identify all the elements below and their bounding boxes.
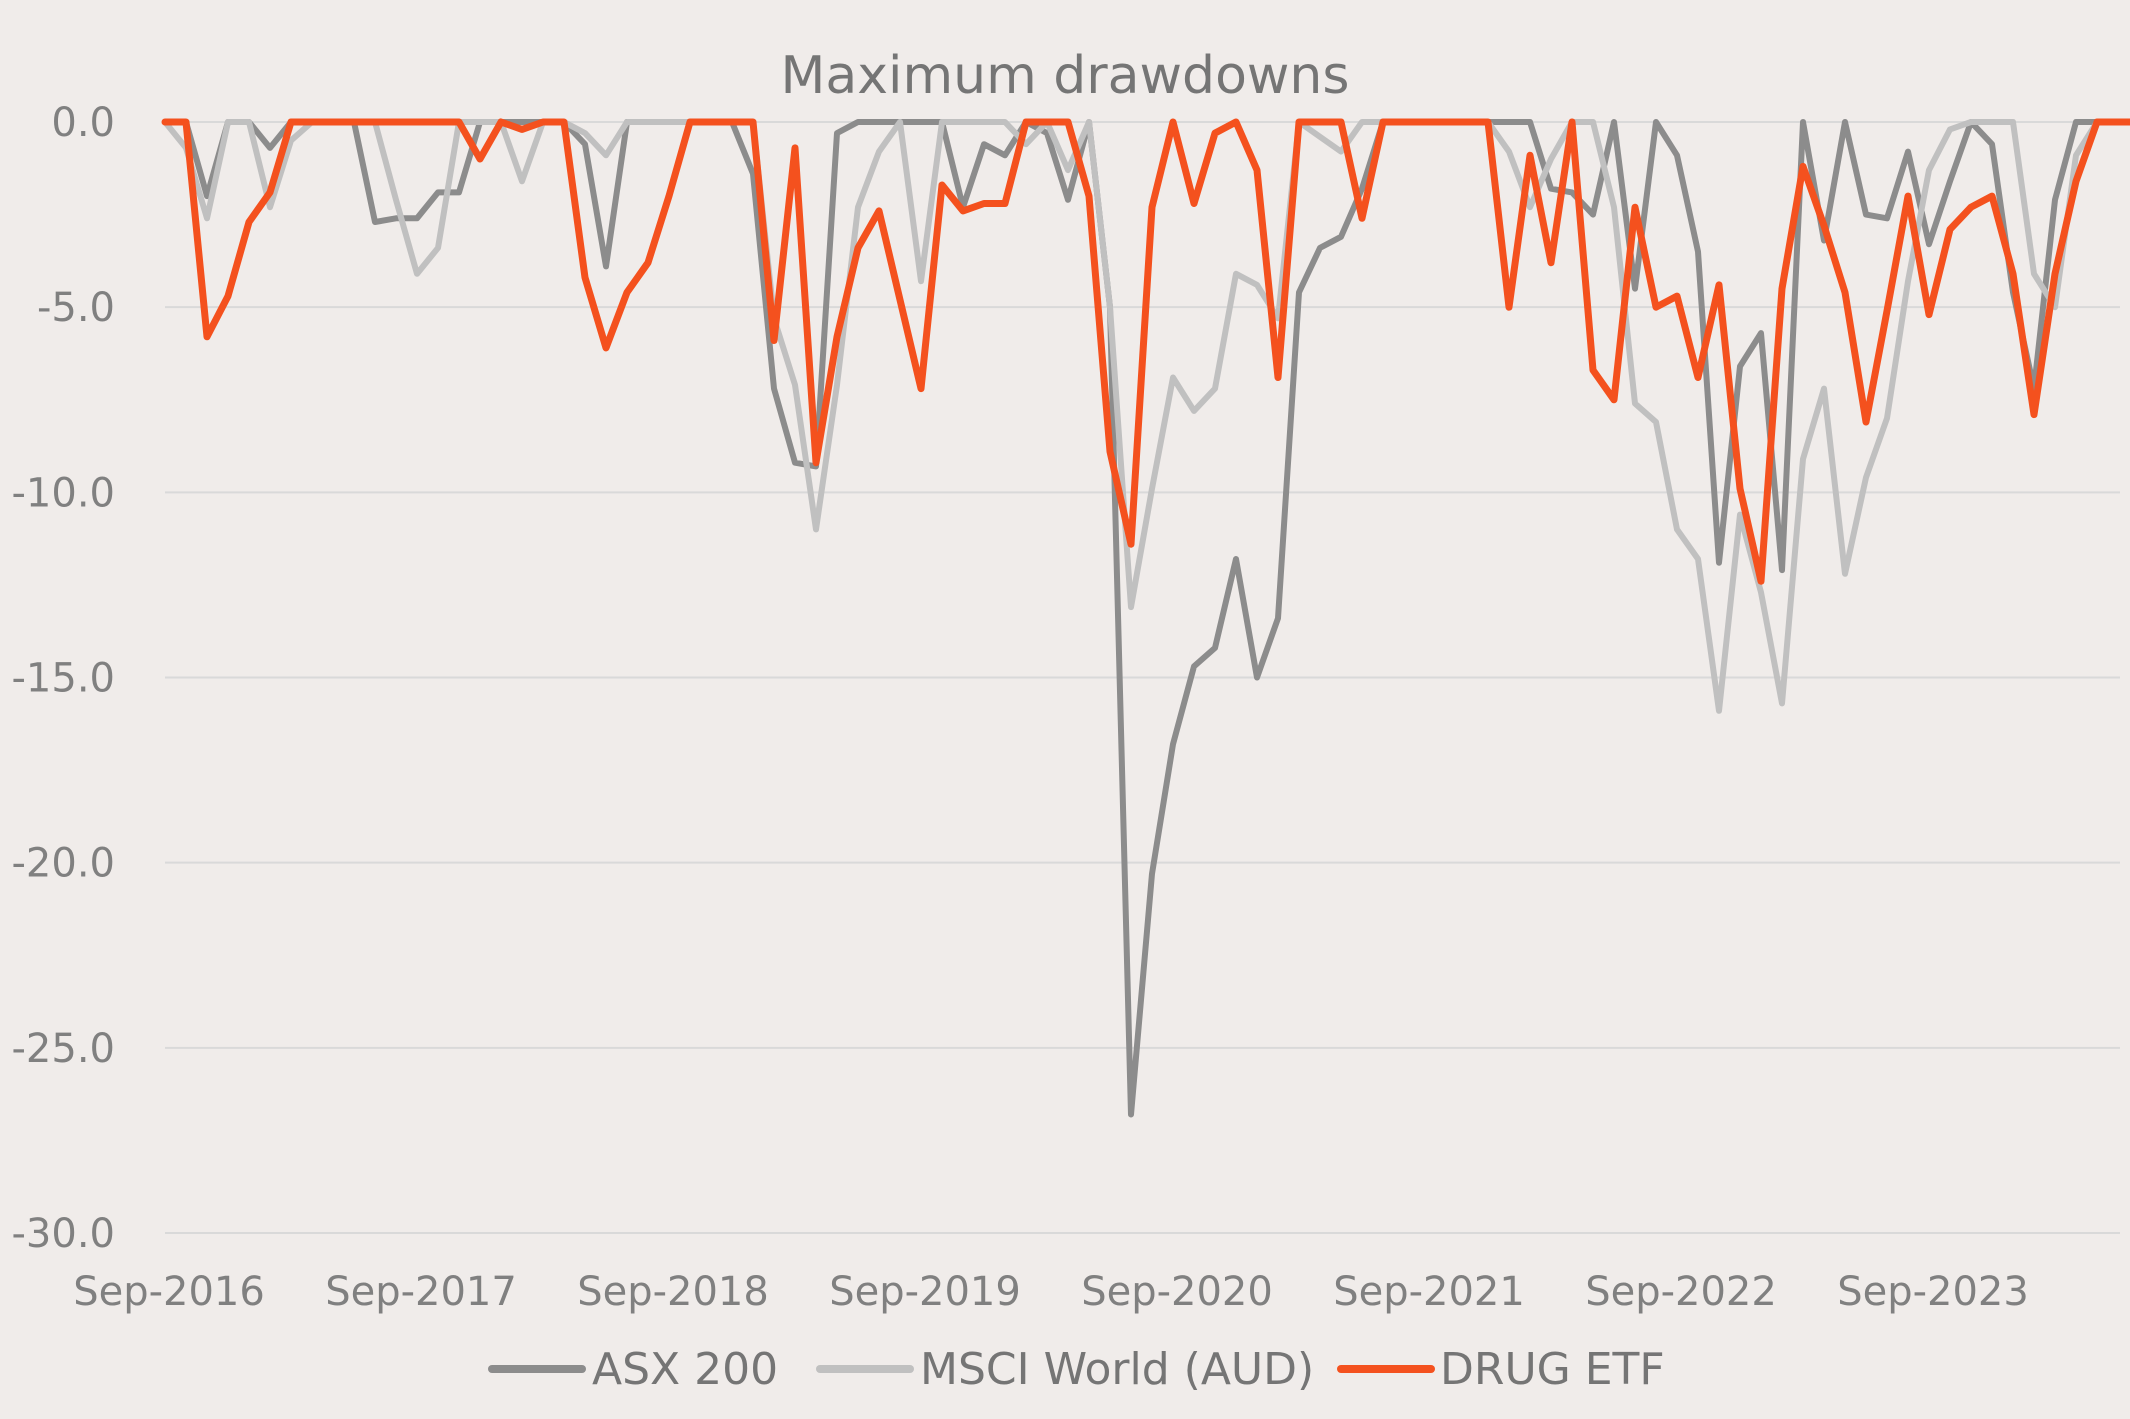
x-tick-label: Sep-2019 <box>829 1269 1021 1315</box>
x-tick-label: Sep-2016 <box>73 1269 265 1315</box>
chart-title: Maximum drawdowns <box>781 46 1350 106</box>
x-tick-label: Sep-2020 <box>1081 1269 1273 1315</box>
series-line-msci-world-aud <box>162 119 2130 714</box>
y-tick-label: -15.0 <box>12 656 116 702</box>
x-axis-tick-labels: Sep-2016 Sep-2017 Sep-2018 Sep-2019 Sep-2020… <box>73 1269 2029 1315</box>
y-tick-label: -25.0 <box>12 1026 116 1072</box>
legend-label: ASX 200 <box>592 1344 778 1395</box>
y-tick-label: -10.0 <box>12 470 116 516</box>
y-tick-label: 0.0 <box>51 100 115 146</box>
y-tick-label: -5.0 <box>37 285 115 331</box>
legend: ASX 200 MSCI World (AUD) DRUG ETF <box>488 1344 1665 1395</box>
x-tick-label: Sep-2017 <box>325 1269 517 1315</box>
legend-label: DRUG ETF <box>1440 1344 1665 1395</box>
y-tick-label: -20.0 <box>12 841 116 887</box>
series-line-drug-etf <box>161 118 2130 585</box>
gridlines <box>165 121 2120 1234</box>
y-axis-tick-labels: 0.0 -5.0 -10.0 -15.0 -20.0 -25.0 -30.0 <box>12 100 116 1257</box>
x-tick-label: Sep-2018 <box>577 1269 769 1315</box>
x-tick-label: Sep-2021 <box>1333 1269 1525 1315</box>
legend-label: MSCI World (AUD) <box>920 1344 1314 1395</box>
y-tick-label: -30.0 <box>12 1211 116 1257</box>
x-tick-label: Sep-2022 <box>1585 1269 1777 1315</box>
series-lines <box>161 118 2130 1118</box>
x-tick-label: Sep-2023 <box>1837 1269 2029 1315</box>
